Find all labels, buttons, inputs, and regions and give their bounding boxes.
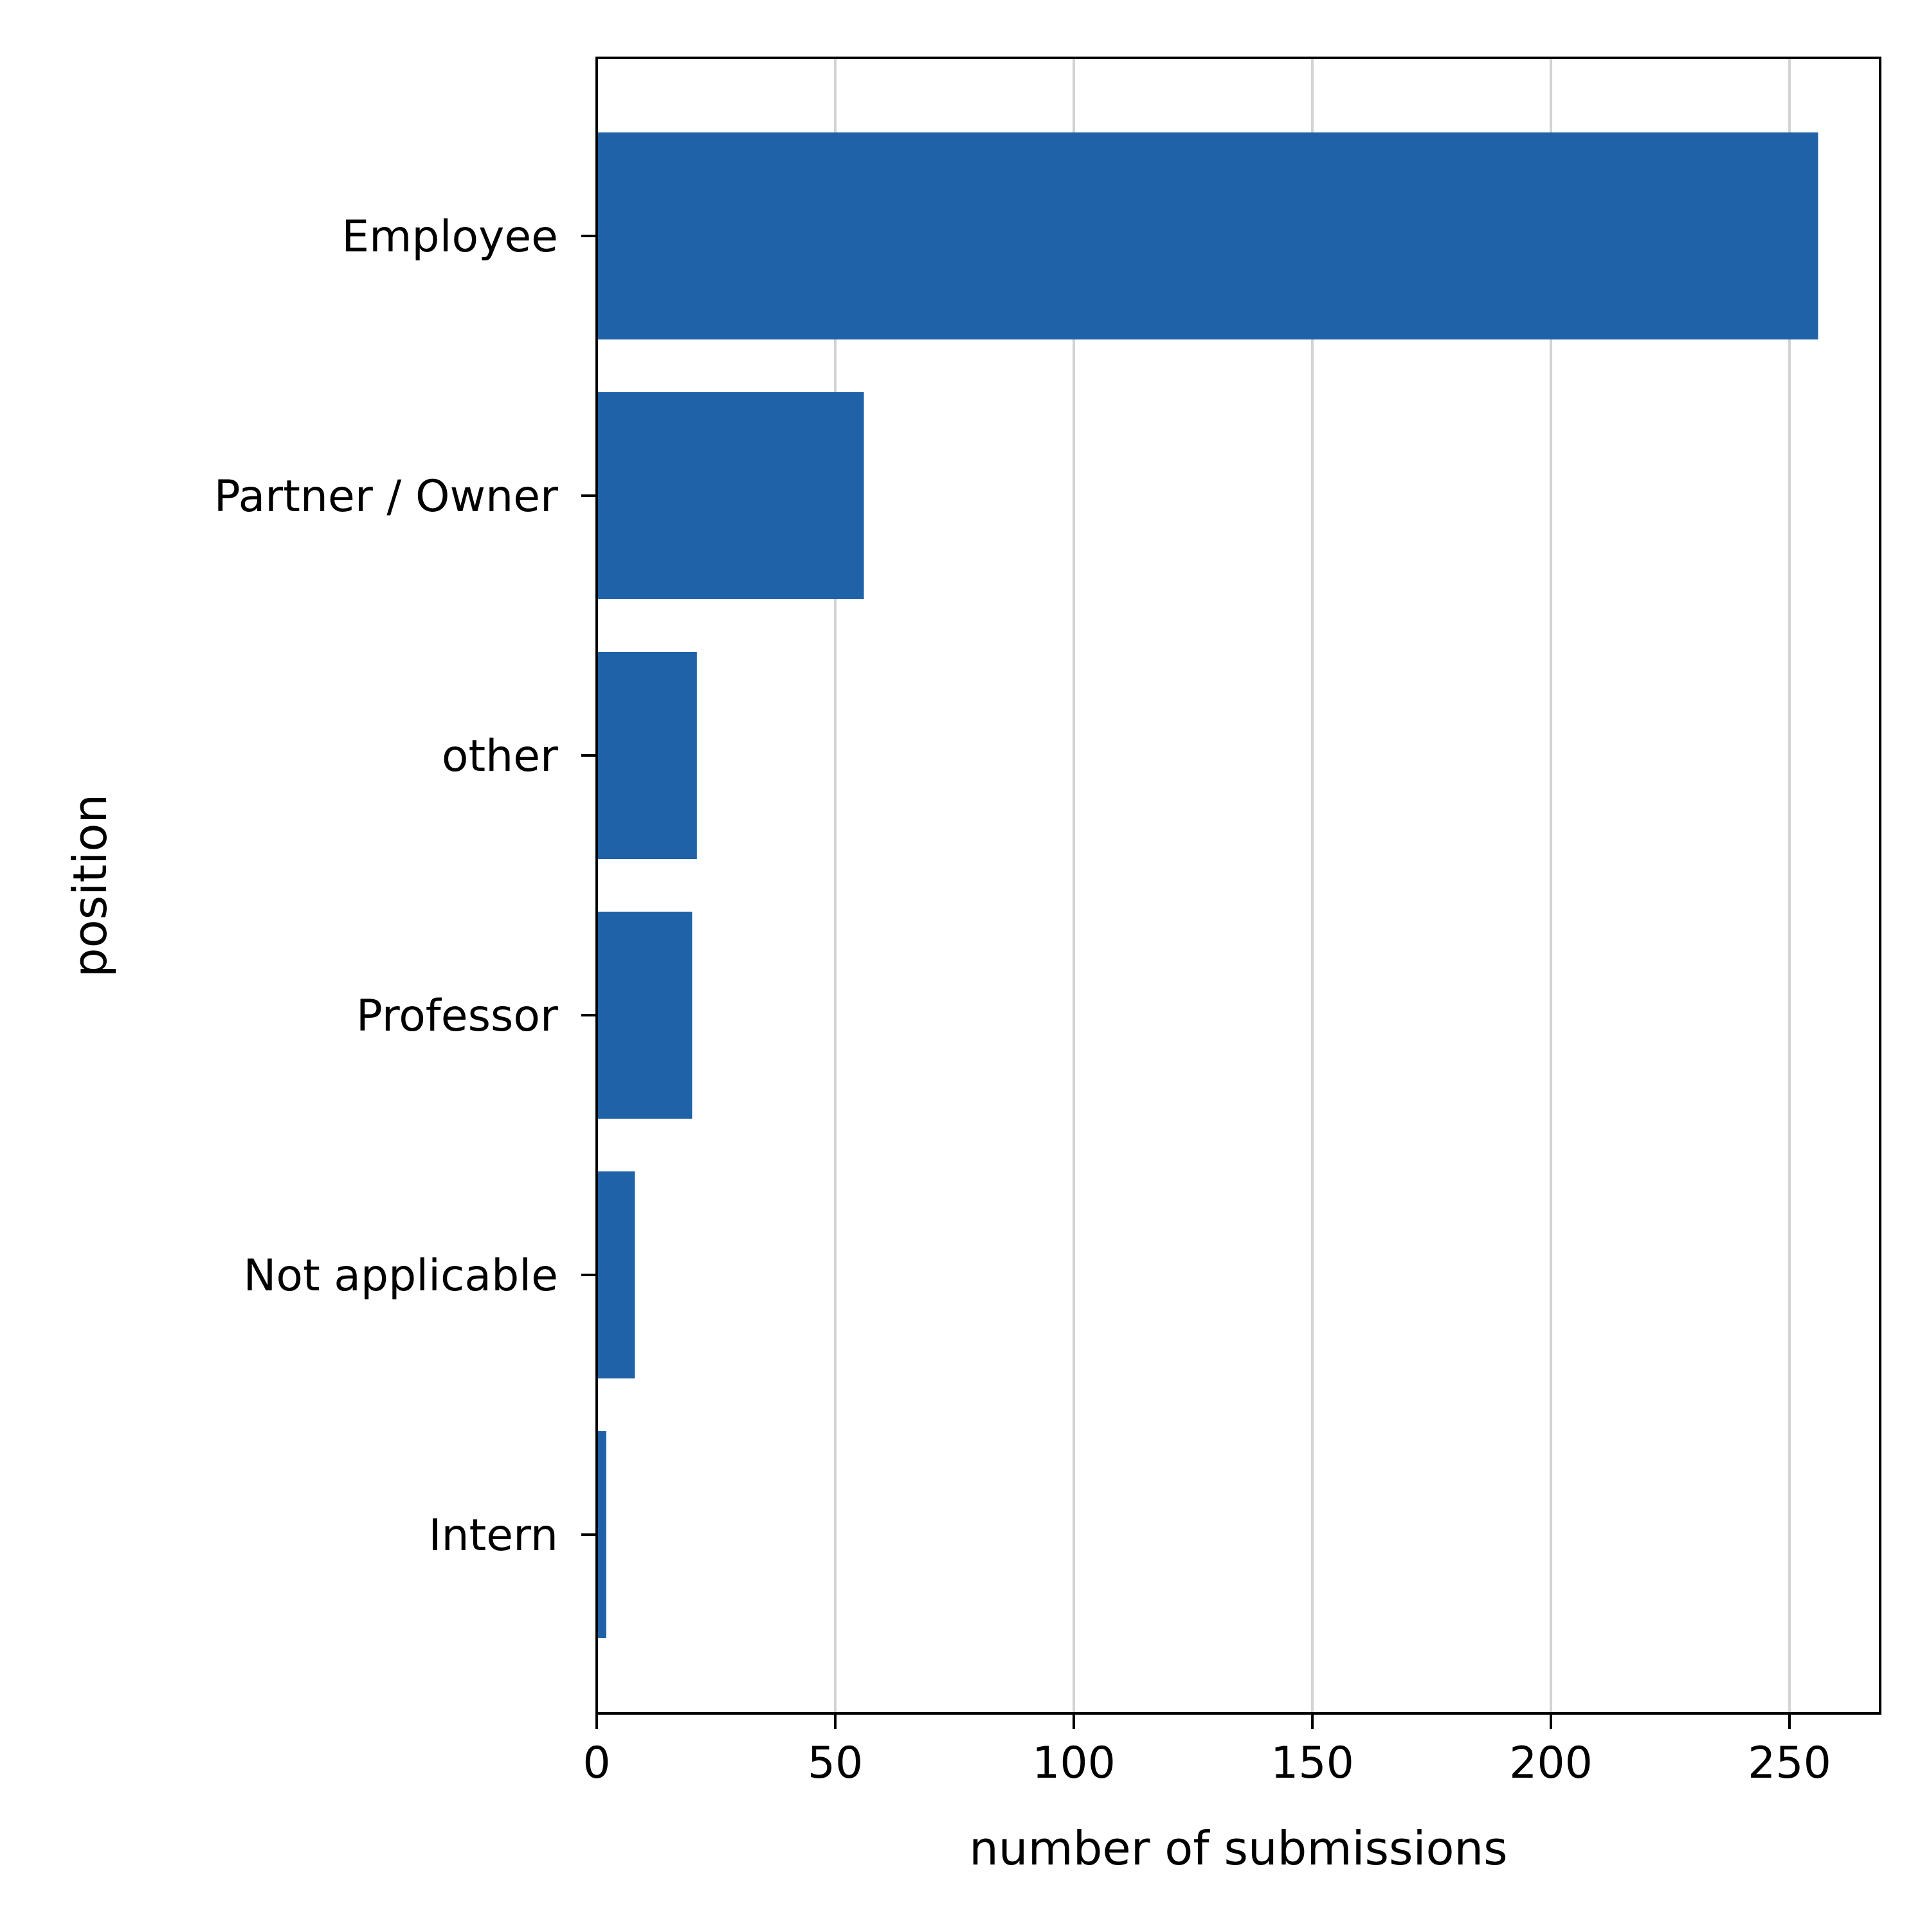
x-tick-label: 50 [808,1738,864,1789]
x-axis-title: number of submissions [969,1821,1507,1875]
x-tick-label: 250 [1748,1738,1831,1789]
plot-frame [595,57,1881,1715]
x-tick-label: 150 [1271,1738,1354,1789]
x-tick-label: 200 [1509,1738,1593,1789]
y-axis-title: position [63,794,117,977]
y-tick-label: Partner / Owner [214,471,558,522]
y-tick-label: Professor [356,991,558,1042]
x-tick-label: 100 [1032,1738,1116,1789]
x-axis-ticks: 0 50 100 150 200 250 [583,1713,1831,1789]
bars [597,132,1818,1638]
bar [597,132,1818,339]
y-tick-label: other [442,731,558,782]
x-tick-label: 0 [583,1738,610,1789]
y-tick-label: Employee [341,212,558,262]
bar [597,1431,606,1638]
y-tick-label: Intern [428,1510,558,1561]
bar [597,912,693,1119]
y-tick-label: Not applicable [244,1250,558,1301]
bar [597,652,697,859]
y-axis-ticks: Employee Partner / Owner other Professor Not… [214,212,597,1561]
bar [597,392,864,599]
bar [597,1171,635,1378]
